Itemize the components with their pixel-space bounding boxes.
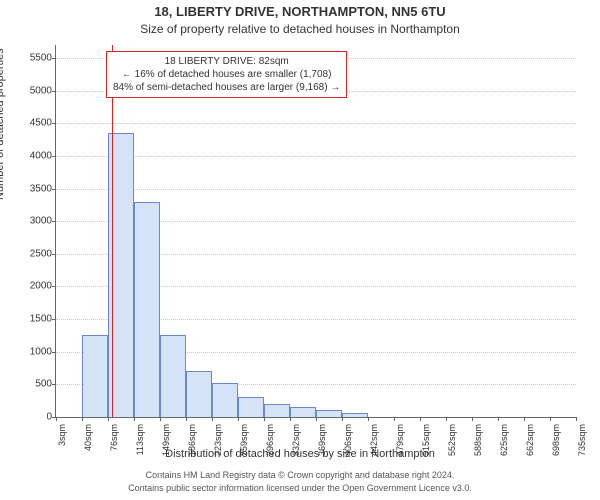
- grid-line: [56, 123, 576, 124]
- x-tick-label: 40sqm: [79, 424, 93, 451]
- x-tick: [420, 417, 421, 421]
- annotation-line: ← 16% of detached houses are smaller (1,…: [113, 68, 340, 81]
- histogram-bar: [238, 397, 264, 417]
- x-tick: [56, 417, 57, 421]
- histogram-bar: [134, 202, 160, 417]
- histogram-bar: [316, 410, 342, 417]
- x-tick: [472, 417, 473, 421]
- annotation-line: 18 LIBERTY DRIVE: 82sqm: [113, 55, 340, 68]
- x-axis-label: Distribution of detached houses by size …: [0, 448, 600, 460]
- histogram-bar: [212, 383, 238, 417]
- chart-title: 18, LIBERTY DRIVE, NORTHAMPTON, NN5 6TU: [0, 4, 600, 19]
- x-tick-label: 3sqm: [53, 424, 67, 446]
- x-tick: [290, 417, 291, 421]
- histogram-bar: [186, 371, 212, 417]
- x-tick: [264, 417, 265, 421]
- x-tick: [368, 417, 369, 421]
- y-tick-label: 5000: [30, 85, 56, 96]
- x-tick: [498, 417, 499, 421]
- annotation-line: 84% of semi-detached houses are larger (…: [113, 81, 340, 94]
- chart-subtitle: Size of property relative to detached ho…: [0, 22, 600, 36]
- y-tick-label: 3000: [30, 216, 56, 227]
- annotation-box: 18 LIBERTY DRIVE: 82sqm← 16% of detached…: [106, 51, 347, 98]
- x-tick: [212, 417, 213, 421]
- x-tick: [394, 417, 395, 421]
- y-tick-label: 0: [46, 412, 56, 423]
- x-tick: [186, 417, 187, 421]
- y-tick-label: 4000: [30, 150, 56, 161]
- plot-area: 0500100015002000250030003500400045005000…: [55, 45, 576, 418]
- y-axis-label: Number of detached properties: [0, 48, 6, 200]
- x-tick: [576, 417, 577, 421]
- x-tick: [82, 417, 83, 421]
- histogram-bar: [264, 404, 290, 417]
- x-tick-label: 76sqm: [105, 424, 119, 451]
- histogram-bar: [342, 413, 368, 417]
- x-tick: [550, 417, 551, 421]
- y-tick-label: 4500: [30, 118, 56, 129]
- y-tick-label: 500: [35, 379, 56, 390]
- x-tick: [316, 417, 317, 421]
- y-tick-label: 1000: [30, 346, 56, 357]
- y-tick-label: 2500: [30, 248, 56, 259]
- property-marker-line: [112, 45, 113, 417]
- y-tick-label: 5500: [30, 53, 56, 64]
- histogram-bar: [290, 407, 316, 417]
- footer-line-2: Contains public sector information licen…: [0, 483, 600, 493]
- footer-line-1: Contains HM Land Registry data © Crown c…: [0, 470, 600, 480]
- x-tick: [342, 417, 343, 421]
- x-tick: [524, 417, 525, 421]
- y-tick-label: 3500: [30, 183, 56, 194]
- x-tick: [160, 417, 161, 421]
- histogram-bar: [160, 335, 186, 417]
- x-tick: [446, 417, 447, 421]
- x-tick: [134, 417, 135, 421]
- x-tick: [238, 417, 239, 421]
- y-tick-label: 1500: [30, 314, 56, 325]
- y-tick-label: 2000: [30, 281, 56, 292]
- chart-container: 18, LIBERTY DRIVE, NORTHAMPTON, NN5 6TU …: [0, 0, 600, 500]
- histogram-bar: [82, 335, 108, 417]
- x-tick: [108, 417, 109, 421]
